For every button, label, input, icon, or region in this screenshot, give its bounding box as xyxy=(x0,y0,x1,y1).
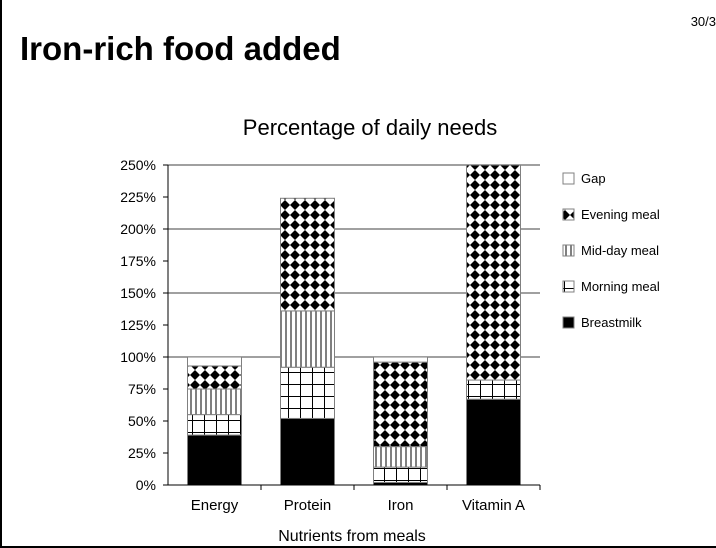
y-tick-label: 225% xyxy=(120,189,156,205)
bar-segment xyxy=(373,446,428,468)
legend-swatch xyxy=(562,280,575,293)
legend-label: Mid-day meal xyxy=(581,243,659,258)
legend-label: Morning meal xyxy=(581,279,660,294)
category-label: Vitamin A xyxy=(462,497,525,514)
bar-segment xyxy=(187,414,242,436)
bar-segment xyxy=(373,356,428,363)
legend-swatch xyxy=(562,244,575,257)
y-tick-label: 200% xyxy=(120,221,156,237)
bar-segment xyxy=(187,434,242,486)
category-label: Energy xyxy=(191,497,239,514)
y-tick-label: 125% xyxy=(120,317,156,333)
y-tick-label: 50% xyxy=(128,413,156,429)
y-tick-label: 175% xyxy=(120,253,156,269)
legend-label: Evening meal xyxy=(581,207,660,222)
bar-segment xyxy=(466,164,521,381)
bar-segment xyxy=(280,197,335,312)
y-tick-label: 25% xyxy=(128,445,156,461)
y-tick-label: 150% xyxy=(120,285,156,301)
bar-segment xyxy=(280,366,335,419)
bar-segment xyxy=(187,388,242,416)
x-axis-categories: Energy Protein Iron Vitamin A xyxy=(191,485,541,514)
category-label: Iron xyxy=(388,497,414,514)
y-axis-ticks: 0% 25% 50% 75% 100% 125% 150% 175% 200% 225% 250% xyxy=(120,157,168,493)
chart-title: Percentage of daily needs xyxy=(243,115,497,140)
legend-swatch xyxy=(562,316,575,329)
category-label: Protein xyxy=(284,497,332,514)
y-tick-label: 0% xyxy=(136,477,156,493)
legend-label: Gap xyxy=(581,171,606,186)
legend-swatch xyxy=(562,208,575,221)
bar-segment xyxy=(373,466,428,483)
legend-label: Breastmilk xyxy=(581,315,642,330)
bar-segment xyxy=(280,417,335,486)
legend-swatch xyxy=(562,172,575,185)
slide-title: Iron-rich food added xyxy=(20,30,341,67)
x-axis-label: Nutrients from meals xyxy=(278,528,426,545)
bar-segment xyxy=(466,379,521,400)
bar-segment xyxy=(280,310,335,368)
legend: Gap Evening meal Mid-day meal Morning meal B… xyxy=(562,171,660,330)
bar-segment xyxy=(373,361,428,448)
bars xyxy=(187,164,521,486)
bar-segment xyxy=(466,398,521,486)
slide-number: 30/3 xyxy=(690,14,716,29)
y-tick-label: 100% xyxy=(120,349,156,365)
y-tick-label: 75% xyxy=(128,381,156,397)
bar-segment xyxy=(187,365,242,390)
y-tick-label: 250% xyxy=(120,157,156,173)
bar-segment xyxy=(187,356,242,367)
